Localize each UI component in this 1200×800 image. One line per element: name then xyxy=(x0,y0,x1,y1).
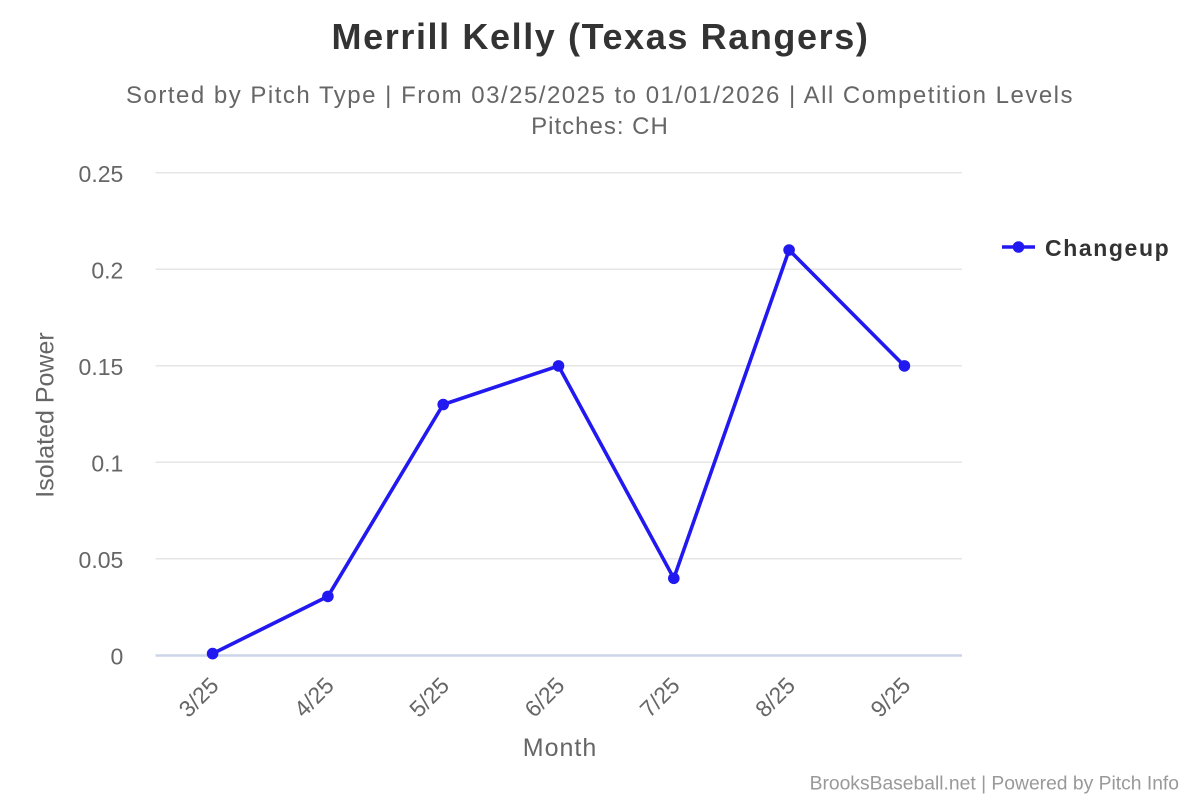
svg-text:Sorted by Pitch Type | From 03: Sorted by Pitch Type | From 03/25/2025 t… xyxy=(126,82,1074,109)
svg-text:Month: Month xyxy=(523,734,597,762)
svg-text:0.1: 0.1 xyxy=(91,450,123,476)
svg-text:0.25: 0.25 xyxy=(79,161,124,187)
svg-text:Isolated Power: Isolated Power xyxy=(32,332,60,497)
svg-text:Pitches: CH: Pitches: CH xyxy=(531,113,669,140)
svg-text:0.05: 0.05 xyxy=(79,547,124,573)
svg-text:Changeup: Changeup xyxy=(1045,235,1170,261)
svg-text:0.15: 0.15 xyxy=(79,354,124,380)
svg-text:Merrill Kelly (Texas Rangers): Merrill Kelly (Texas Rangers) xyxy=(332,16,870,57)
svg-text:0.2: 0.2 xyxy=(91,257,123,283)
svg-text:0: 0 xyxy=(111,644,124,670)
svg-text:BrooksBaseball.net | Powered b: BrooksBaseball.net | Powered by Pitch In… xyxy=(810,774,1179,795)
